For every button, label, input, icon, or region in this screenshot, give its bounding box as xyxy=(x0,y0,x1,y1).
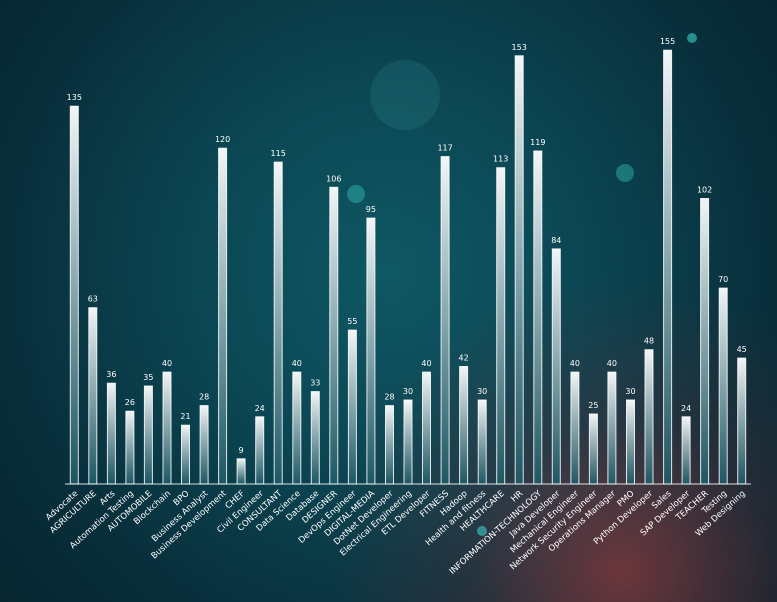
data-label: 155 xyxy=(660,37,675,46)
glow-dot xyxy=(687,33,697,43)
bar xyxy=(236,458,246,485)
bar xyxy=(737,357,747,485)
data-label: 30 xyxy=(625,387,635,396)
data-label: 40 xyxy=(421,359,431,368)
data-label: 153 xyxy=(512,43,527,52)
data-label: 63 xyxy=(88,295,98,304)
data-label: 40 xyxy=(292,359,302,368)
data-label: 40 xyxy=(570,359,580,368)
data-label: 24 xyxy=(681,404,691,413)
bar xyxy=(218,147,228,485)
bar xyxy=(440,156,450,485)
glow-dot xyxy=(477,526,487,536)
bar xyxy=(385,405,394,485)
data-label: 115 xyxy=(271,149,286,158)
data-label: 33 xyxy=(310,379,320,388)
data-label: 42 xyxy=(459,354,469,363)
bar xyxy=(255,416,265,485)
data-label: 70 xyxy=(718,275,728,284)
bar xyxy=(477,399,487,485)
glow-dot xyxy=(347,185,365,203)
data-label: 28 xyxy=(199,393,209,402)
data-label: 21 xyxy=(180,412,190,421)
data-label: 55 xyxy=(347,317,357,326)
data-label: 9 xyxy=(239,446,244,455)
data-label: 26 xyxy=(125,398,135,407)
bar xyxy=(718,287,728,485)
data-label: 119 xyxy=(530,138,545,147)
bar xyxy=(125,410,135,485)
data-label: 117 xyxy=(437,144,452,153)
data-label: 48 xyxy=(644,337,654,346)
bar xyxy=(588,413,598,485)
bar xyxy=(422,371,431,485)
glow-dot xyxy=(616,164,634,182)
background-decoration xyxy=(347,33,697,536)
data-label: 25 xyxy=(588,401,598,410)
value-labels-group: 135 63 36 26 35 40 21 28 120 9 24 115 40 33 106 55 95 28 3… xyxy=(67,37,747,455)
bar xyxy=(106,382,116,485)
data-label: 102 xyxy=(697,186,712,195)
bars-group xyxy=(69,49,747,485)
bar xyxy=(181,424,190,485)
bar xyxy=(663,49,673,485)
bar xyxy=(273,161,283,485)
bar xyxy=(514,55,524,485)
bar xyxy=(403,399,413,485)
bar xyxy=(292,371,302,485)
bar xyxy=(700,198,710,485)
glow-dot xyxy=(370,60,440,130)
bar xyxy=(496,167,506,485)
bar xyxy=(681,416,691,485)
data-label: 35 xyxy=(143,373,153,382)
data-label: 113 xyxy=(493,155,508,164)
data-label: 36 xyxy=(106,370,116,379)
data-label: 30 xyxy=(403,387,413,396)
data-label: 45 xyxy=(737,345,747,354)
bar xyxy=(88,307,98,485)
bar xyxy=(310,391,320,485)
data-label: 120 xyxy=(215,135,230,144)
data-label: 30 xyxy=(477,387,487,396)
bar xyxy=(607,371,617,485)
bar xyxy=(570,371,580,485)
data-label: 135 xyxy=(67,93,82,102)
data-label: 24 xyxy=(255,404,265,413)
bar xyxy=(366,217,376,485)
data-label: 40 xyxy=(607,359,617,368)
bar xyxy=(644,349,654,485)
bar xyxy=(69,105,79,485)
data-label: 106 xyxy=(326,174,341,183)
data-label: 28 xyxy=(384,393,394,402)
bar xyxy=(551,248,561,485)
data-label: 95 xyxy=(366,205,376,214)
data-label: 40 xyxy=(162,359,172,368)
bar xyxy=(347,329,357,485)
bar xyxy=(533,150,543,485)
bar xyxy=(329,186,339,485)
bar xyxy=(459,366,469,485)
bar xyxy=(199,405,209,485)
data-label: 84 xyxy=(551,236,561,245)
bar xyxy=(626,399,635,485)
bar xyxy=(143,385,153,485)
bar xyxy=(162,371,172,485)
